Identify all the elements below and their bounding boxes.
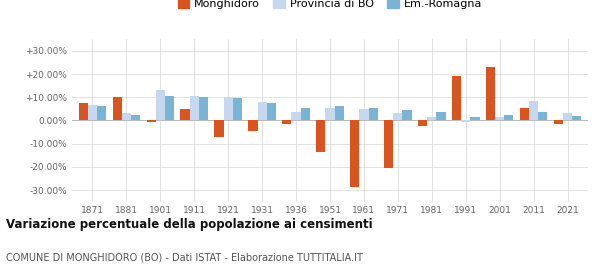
Bar [122,113,131,120]
Bar [113,97,122,120]
Bar [403,110,412,120]
Bar [79,103,88,120]
Bar [368,108,377,120]
Bar [88,105,97,120]
Bar [283,120,292,124]
Bar [538,112,547,120]
Bar [563,113,572,120]
Bar [301,108,310,120]
Bar [131,115,140,120]
Bar [181,109,190,120]
Bar [292,112,301,120]
Bar [335,106,344,120]
Bar [520,108,529,120]
Bar [350,120,359,186]
Bar [97,106,106,120]
Bar [470,117,479,120]
Bar [427,117,436,120]
Bar [199,97,208,120]
Bar [248,120,257,131]
Bar [436,112,446,120]
Bar [155,90,165,120]
Bar [495,117,505,120]
Bar [452,76,461,120]
Bar [214,120,224,137]
Bar [316,120,325,152]
Bar [165,96,174,120]
Bar [572,116,581,120]
Bar [146,120,155,122]
Bar [394,113,403,120]
Bar [554,120,563,124]
Bar [190,96,199,120]
Bar [325,108,335,120]
Bar [529,101,538,120]
Text: Variazione percentuale della popolazione ai censimenti: Variazione percentuale della popolazione… [6,218,373,231]
Bar [461,120,470,122]
Bar [505,115,514,120]
Text: COMUNE DI MONGHIDORO (BO) - Dati ISTAT - Elaborazione TUTTITALIA.IT: COMUNE DI MONGHIDORO (BO) - Dati ISTAT -… [6,252,363,262]
Bar [418,120,427,126]
Bar [224,97,233,120]
Bar [233,98,242,120]
Bar [486,67,495,120]
Bar [384,120,394,168]
Bar [359,109,368,120]
Legend: Monghidoro, Provincia di BO, Em.-Romagna: Monghidoro, Provincia di BO, Em.-Romagna [175,0,485,11]
Bar [266,103,276,120]
Bar [257,102,266,120]
